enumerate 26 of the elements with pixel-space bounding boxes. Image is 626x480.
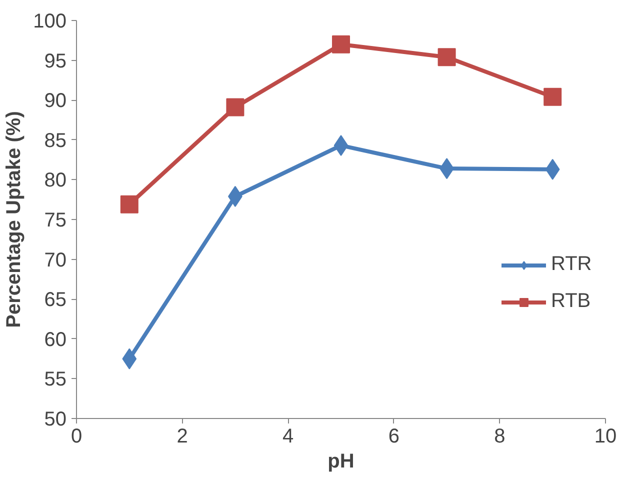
- legend-label: RTB: [551, 290, 591, 313]
- x-tick-label: 2: [176, 426, 188, 448]
- x-tick-label: 0: [70, 426, 82, 448]
- y-axis-title: Percentage Uptake (%): [3, 111, 26, 328]
- y-tick-label: 80: [44, 170, 67, 192]
- y-tick-label: 60: [44, 328, 67, 351]
- y-tick-label: 90: [44, 90, 67, 112]
- point: [332, 35, 350, 54]
- y-tick-label: 95: [44, 50, 67, 72]
- point: [120, 195, 138, 214]
- x-tick-label: 4: [282, 426, 294, 448]
- y-tick-label: 75: [44, 210, 67, 232]
- y-tick-label: 55: [44, 368, 67, 391]
- y-tick-label: 50: [44, 408, 67, 430]
- x-tick-label: 10: [594, 426, 617, 448]
- x-tick-label: 8: [494, 426, 506, 448]
- x-axis-title: pH: [328, 450, 354, 472]
- legend-label: RTR: [551, 253, 592, 276]
- point: [226, 98, 244, 116]
- point: [544, 88, 562, 106]
- y-tick-label: 70: [44, 249, 67, 272]
- point: [438, 48, 456, 66]
- y-tick-label: 100: [33, 10, 67, 32]
- x-tick-label: 6: [388, 426, 400, 448]
- y-tick-label: 85: [44, 130, 67, 152]
- y-tick-label: 65: [44, 289, 67, 312]
